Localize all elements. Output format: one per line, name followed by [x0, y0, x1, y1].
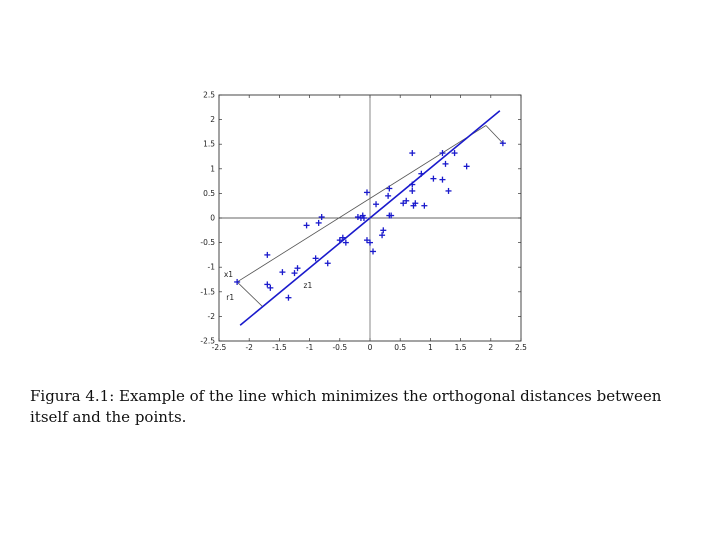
y-tick-label: 0 — [210, 214, 215, 223]
data-point — [315, 219, 322, 226]
x-tick-label: 1 — [428, 343, 433, 352]
data-point — [342, 239, 349, 246]
data-point — [400, 200, 407, 207]
data-point — [388, 212, 395, 219]
data-point — [442, 160, 449, 167]
data-point — [294, 265, 301, 272]
data-point — [451, 150, 458, 157]
data-point — [430, 175, 437, 182]
y-tick-label: -0.5 — [200, 238, 215, 247]
data-point — [367, 239, 373, 246]
data-point — [412, 200, 419, 207]
data-point — [291, 270, 298, 277]
data-point — [370, 248, 377, 255]
y-tick-label: 1.5 — [203, 140, 215, 149]
data-point — [363, 189, 370, 196]
y-tick-label: -1.5 — [200, 287, 215, 296]
data-point — [373, 201, 380, 208]
x-tick-label: -1.5 — [272, 343, 287, 352]
data-point — [439, 150, 446, 157]
data-point — [439, 176, 446, 183]
data-point — [303, 222, 310, 229]
annotation-r1: r1 — [226, 293, 234, 302]
x-tick-label: -2 — [245, 343, 253, 352]
data-point — [312, 255, 319, 262]
data-point — [409, 181, 416, 188]
y-tick-label: -2.5 — [200, 337, 215, 346]
x-tick-label: 2.5 — [515, 343, 527, 352]
y-tick-label: -1 — [208, 263, 216, 272]
chart-layer: -2.5 -2 -1.5 -1 -0.5 0 0.5 1 1.5 2 2.5 -2.5 -2 -1.5 -1… — [200, 91, 527, 353]
data-point — [463, 163, 470, 170]
annotation-x1: x1 — [224, 270, 233, 279]
data-point — [267, 284, 274, 291]
data-point — [264, 251, 271, 258]
data-point — [264, 281, 271, 288]
data-point — [385, 192, 392, 199]
data-point — [318, 214, 325, 221]
x-tick-label: 2 — [488, 343, 493, 352]
data-point — [445, 187, 452, 194]
x-tick-label: 1.5 — [455, 343, 467, 352]
data-point — [234, 278, 241, 285]
data-point — [403, 197, 410, 204]
data-point — [380, 227, 387, 234]
fit-line — [239, 110, 501, 326]
y-tick-label: 2 — [210, 115, 215, 124]
figure-caption: Figura 4.1: Example of the line which mi… — [30, 387, 662, 426]
projection-segment — [236, 281, 263, 307]
data-point — [339, 234, 346, 241]
data-point — [386, 185, 393, 192]
data-point — [363, 237, 370, 244]
y-tick-label: 2.5 — [203, 91, 215, 100]
x-tick-label: 0 — [368, 343, 373, 352]
data-point — [409, 187, 416, 194]
x-tick-label: -0.5 — [332, 343, 347, 352]
x-tick-label: 0.5 — [394, 343, 406, 352]
data-point — [409, 150, 416, 157]
data-point — [324, 260, 331, 267]
data-point — [336, 237, 343, 244]
x-tick-label: -2.5 — [212, 343, 227, 352]
annotation-z1: z1 — [304, 281, 313, 290]
y-tick-label: 0.5 — [203, 189, 215, 198]
data-point — [421, 202, 428, 209]
data-point — [360, 215, 367, 221]
reference-line — [236, 125, 487, 283]
data-point — [418, 170, 425, 177]
data-point — [354, 214, 361, 221]
data-point — [379, 232, 386, 239]
data-point — [279, 269, 286, 276]
data-point — [499, 140, 506, 147]
y-tick-label: 1 — [210, 164, 215, 173]
data-point — [285, 294, 292, 301]
y-tick-label: -2 — [208, 312, 216, 321]
projection-segment — [485, 125, 504, 144]
x-tick-label: -1 — [306, 343, 314, 352]
